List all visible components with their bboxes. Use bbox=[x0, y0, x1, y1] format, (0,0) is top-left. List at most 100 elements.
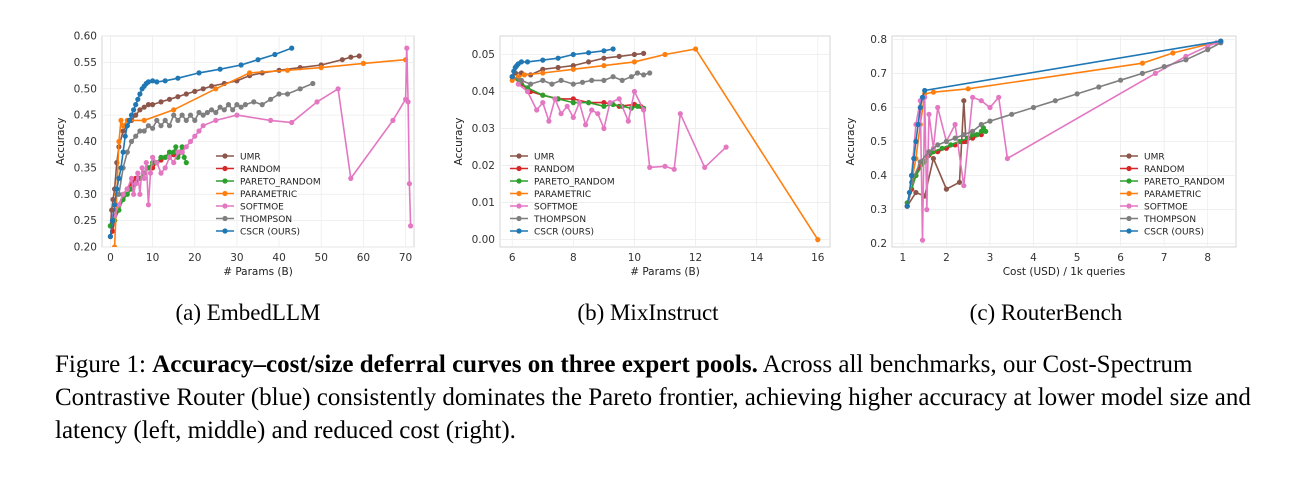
data-point-pareto-random bbox=[983, 128, 989, 134]
data-point-thompson bbox=[589, 77, 595, 83]
data-point-softmoe bbox=[234, 112, 240, 118]
data-point-thompson bbox=[175, 117, 181, 123]
data-point-softmoe bbox=[289, 119, 295, 126]
data-point-umr bbox=[616, 53, 622, 59]
data-point-pareto-random bbox=[948, 142, 954, 148]
legend-label: CSCR (OURS) bbox=[240, 227, 300, 237]
data-point-thompson bbox=[192, 117, 198, 123]
y-tick-label: 0.60 bbox=[74, 31, 97, 43]
data-point-softmoe bbox=[187, 138, 194, 145]
data-point-cscr-ours bbox=[272, 51, 278, 58]
chart-mixinstruct-svg: 6 8 10 12 14 16 0.00 0.01 0.02 0.03 0.04 0.05 # Para… bbox=[453, 35, 831, 278]
legend-label: PARAMETRIC bbox=[534, 190, 591, 200]
data-point-softmoe bbox=[175, 149, 181, 155]
y-tick-label: 0.30 bbox=[74, 189, 97, 201]
data-point-thompson bbox=[204, 109, 210, 116]
data-point-cscr-ours bbox=[122, 133, 128, 139]
x-tick-label: 10 bbox=[146, 252, 159, 264]
data-point-umr bbox=[175, 94, 181, 100]
data-point-cscr-ours bbox=[175, 75, 181, 81]
data-point-softmoe bbox=[166, 154, 173, 160]
data-point-parametric bbox=[509, 77, 515, 83]
data-point-thompson bbox=[558, 77, 564, 83]
data-point-cscr-ours bbox=[601, 48, 607, 54]
data-point-pareto-random bbox=[601, 103, 607, 109]
data-point-parametric bbox=[213, 86, 219, 92]
data-point-umr bbox=[166, 96, 173, 102]
data-point-random bbox=[601, 100, 607, 106]
data-point-softmoe bbox=[570, 114, 576, 120]
data-point-thompson bbox=[961, 132, 967, 138]
data-point-parametric bbox=[570, 66, 576, 72]
data-point-thompson bbox=[970, 128, 976, 134]
data-point-thompson bbox=[1052, 98, 1058, 104]
y-tick-label: 0.02 bbox=[472, 160, 495, 172]
data-point-parametric bbox=[601, 63, 607, 69]
data-point-thompson bbox=[943, 138, 949, 145]
data-point-thompson bbox=[200, 112, 206, 118]
legend-label: RANDOM bbox=[1144, 165, 1185, 175]
legend-label: PARETO_RANDOM bbox=[240, 177, 321, 187]
data-point-thompson bbox=[221, 107, 227, 113]
legend-swatch-marker bbox=[222, 190, 228, 197]
data-point-umr bbox=[540, 66, 546, 72]
data-point-cscr-ours bbox=[909, 172, 915, 179]
data-point-pareto-random bbox=[570, 100, 576, 106]
data-point-softmoe bbox=[978, 98, 984, 104]
data-point-cscr-ours bbox=[586, 50, 592, 56]
data-point-softmoe bbox=[162, 165, 168, 171]
data-point-thompson bbox=[1030, 104, 1037, 111]
legend-label: RANDOM bbox=[534, 165, 575, 175]
data-point-softmoe bbox=[145, 202, 151, 208]
data-point-parametric bbox=[247, 70, 253, 76]
data-point-thompson bbox=[154, 117, 160, 123]
data-point-softmoe bbox=[390, 117, 396, 123]
x-tick-label: 60 bbox=[357, 252, 370, 264]
series-group bbox=[509, 46, 821, 243]
data-point-softmoe bbox=[348, 175, 354, 181]
data-point-softmoe bbox=[128, 175, 135, 181]
data-point-umr bbox=[209, 83, 215, 89]
data-point-softmoe bbox=[924, 207, 930, 213]
x-axis-label: # Params (B) bbox=[223, 266, 293, 278]
y-axis-label: Accuracy bbox=[453, 118, 465, 166]
data-point-parametric bbox=[930, 89, 936, 95]
y-tick-label: 0.8 bbox=[870, 34, 887, 46]
data-point-thompson bbox=[166, 123, 173, 129]
data-point-parametric bbox=[631, 59, 637, 65]
data-point-thompson bbox=[917, 159, 923, 165]
legend-swatch-marker bbox=[1126, 190, 1132, 197]
legend-swatch-marker bbox=[222, 165, 228, 172]
data-point-thompson bbox=[549, 81, 555, 87]
data-point-cscr-ours bbox=[906, 189, 912, 196]
legend-swatch-marker bbox=[222, 178, 228, 184]
data-point-softmoe bbox=[406, 181, 412, 187]
data-point-parametric bbox=[662, 51, 668, 58]
series-line-parametric bbox=[511, 48, 819, 241]
data-point-cscr-ours bbox=[524, 59, 531, 65]
data-point-softmoe bbox=[576, 100, 582, 106]
legend-swatch-marker bbox=[516, 215, 522, 222]
series-group bbox=[107, 45, 414, 247]
data-point-thompson bbox=[171, 112, 177, 118]
data-point-thompson bbox=[1139, 70, 1145, 76]
data-point-parametric bbox=[116, 138, 122, 145]
legend-swatch-marker bbox=[1126, 178, 1132, 184]
y-tick-label: 0.01 bbox=[472, 197, 495, 209]
data-point-cscr-ours bbox=[919, 94, 926, 100]
data-point-softmoe bbox=[124, 186, 130, 192]
data-point-umr bbox=[641, 50, 647, 56]
x-tick-label: 2 bbox=[943, 252, 950, 264]
legend-label: UMR bbox=[534, 152, 555, 162]
x-tick-label: 40 bbox=[272, 252, 285, 264]
data-point-thompson bbox=[647, 70, 653, 76]
data-point-parametric bbox=[112, 244, 118, 247]
data-point-thompson bbox=[1161, 64, 1167, 70]
data-point-cscr-ours bbox=[126, 117, 132, 123]
data-point-umr bbox=[913, 189, 919, 196]
data-point-thompson bbox=[213, 109, 219, 116]
data-point-umr bbox=[555, 64, 561, 71]
legend-label: THOMPSON bbox=[1143, 215, 1196, 225]
data-point-umr bbox=[601, 55, 607, 61]
chart-routerbench-svg: 1 2 3 4 5 6 7 8 0.2 0.3 0.4 0.5 0.6 0.7 0.8 Cost (USD) … bbox=[845, 34, 1237, 278]
